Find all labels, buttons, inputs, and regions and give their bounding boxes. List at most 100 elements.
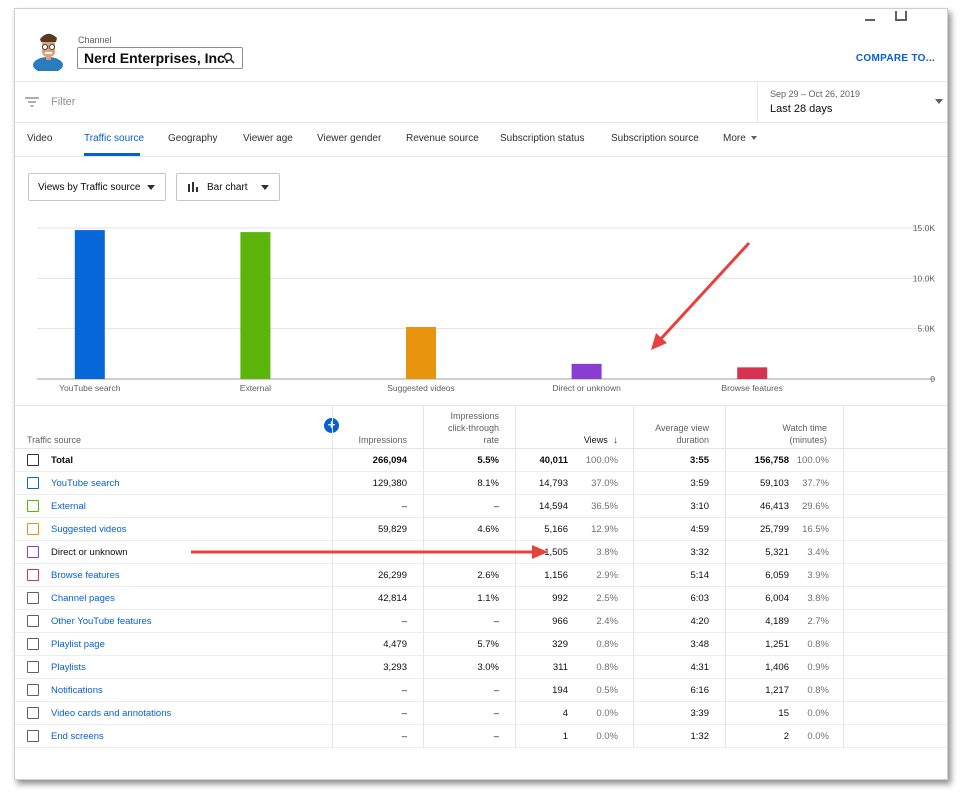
column-divider xyxy=(332,405,333,748)
row-source-name[interactable]: Channel pages xyxy=(51,593,115,604)
row-checkbox[interactable] xyxy=(27,477,39,489)
bar[interactable] xyxy=(240,232,271,379)
row-views: 1 xyxy=(562,731,568,742)
row-avg-view-duration: 1:32 xyxy=(690,731,710,742)
row-views: 5,166 xyxy=(544,524,568,535)
col-watch-time[interactable]: Watch time (minutes) xyxy=(733,422,827,446)
bar[interactable] xyxy=(74,230,105,379)
row-avg-view-duration: 4:31 xyxy=(690,662,710,673)
table-row[interactable]: End screens – – 1 0.0% 1:32 2 0.0% xyxy=(15,725,947,748)
row-impressions: – xyxy=(401,501,407,512)
row-checkbox[interactable] xyxy=(27,569,39,581)
col-views[interactable]: Views ↓ xyxy=(520,434,618,447)
row-checkbox[interactable] xyxy=(27,615,39,627)
x-tick-label: External xyxy=(240,383,271,393)
y-tick-label: 15.0K xyxy=(913,223,936,233)
channel-label: Channel xyxy=(78,35,112,45)
bookmark-icon[interactable] xyxy=(895,11,907,21)
table-header: Traffic source + Impressions Impressions… xyxy=(15,405,947,449)
filter-bar: Filter Sep 29 – Oct 26, 2019 Last 28 day… xyxy=(15,81,947,123)
tab-subscription-status[interactable]: Subscription status xyxy=(500,133,585,144)
row-watch-time: 1,217 xyxy=(765,685,789,696)
row-source-name[interactable]: Suggested videos xyxy=(51,524,127,535)
table-row[interactable]: Playlist page 4,479 5.7% 329 0.8% 3:48 1,251 0.… xyxy=(15,633,947,656)
table-row[interactable]: YouTube search 129,380 8.1% 14,793 37.0% 3:59… xyxy=(15,472,947,495)
table-row[interactable]: Notifications – – 194 0.5% 6:16 1,217 0.8% xyxy=(15,679,947,702)
chart-type-dropdown[interactable]: Bar chart xyxy=(176,173,280,201)
row-watch-pct: 16.5% xyxy=(802,524,829,535)
row-watch-time: 59,103 xyxy=(759,478,789,489)
tab-revenue-source[interactable]: Revenue source xyxy=(406,133,479,144)
channel-selector[interactable]: Nerd Enterprises, Inc. xyxy=(77,47,243,69)
table-row[interactable]: External – – 14,594 36.5% 3:10 46,413 29.6% xyxy=(15,495,947,518)
screenshot-frame: Channel Nerd Enterprises, Inc. COMPARE T… xyxy=(14,8,948,780)
tab-subscription-source[interactable]: Subscription source xyxy=(611,133,699,144)
row-source-name[interactable]: Other YouTube features xyxy=(51,616,152,627)
row-checkbox[interactable] xyxy=(27,523,39,535)
row-impressions: 26,299 xyxy=(377,570,407,581)
col-traffic-source[interactable]: Traffic source xyxy=(27,435,82,445)
row-checkbox[interactable] xyxy=(27,454,39,466)
table-row[interactable]: Browse features 26,299 2.6% 1,156 2.9% 5:14 6,… xyxy=(15,564,947,587)
row-checkbox[interactable] xyxy=(27,592,39,604)
active-tab-indicator xyxy=(84,153,140,156)
table-row[interactable]: Video cards and annotations – – 4 0.0% 3:39 15… xyxy=(15,702,947,725)
row-avg-view-duration: 4:59 xyxy=(690,524,710,535)
row-impressions: 4,479 xyxy=(383,639,407,650)
row-watch-time: 46,413 xyxy=(759,501,789,512)
bar[interactable] xyxy=(571,363,602,379)
row-checkbox[interactable] xyxy=(27,730,39,742)
row-source-name[interactable]: Notifications xyxy=(51,685,103,696)
table-row[interactable]: Channel pages 42,814 1.1% 992 2.5% 6:03 6,004 3… xyxy=(15,587,947,610)
col-ctr[interactable]: Impressions click-through rate xyxy=(425,410,499,446)
row-checkbox[interactable] xyxy=(27,707,39,719)
table-row[interactable]: Direct or unknown – – 1,505 3.8% 3:32 5,321 3.4… xyxy=(15,541,947,564)
row-checkbox[interactable] xyxy=(27,684,39,696)
table-row[interactable]: Suggested videos 59,829 4.6% 5,166 12.9% 4:59… xyxy=(15,518,947,541)
row-checkbox[interactable] xyxy=(27,500,39,512)
table-row-total[interactable]: Total 266,094 5.5% 40,011 100.0% 3:55 156,758 1… xyxy=(15,449,947,472)
col-avd-line1: Average view xyxy=(655,423,709,433)
row-checkbox[interactable] xyxy=(27,546,39,558)
tab-viewer-age[interactable]: Viewer age xyxy=(243,133,293,144)
row-source-name[interactable]: Playlists xyxy=(51,662,86,673)
tab-geography[interactable]: Geography xyxy=(168,133,218,144)
table-row[interactable]: Other YouTube features – – 966 2.4% 4:20 4,189… xyxy=(15,610,947,633)
row-impressions: 129,380 xyxy=(372,478,407,489)
filter-icon[interactable] xyxy=(25,97,39,107)
channel-avatar xyxy=(33,33,63,71)
bar[interactable] xyxy=(737,367,768,379)
row-watch-time: 1,406 xyxy=(765,662,789,673)
compare-to-button[interactable]: COMPARE TO... xyxy=(855,53,935,64)
tab-more[interactable]: More xyxy=(723,133,757,144)
row-watch-pct: 0.8% xyxy=(807,685,829,696)
filter-input[interactable]: Filter xyxy=(51,96,76,108)
add-metric-button[interactable]: + xyxy=(324,418,339,433)
tab-video[interactable]: Video xyxy=(27,133,53,144)
row-checkbox[interactable] xyxy=(27,638,39,650)
row-source-name[interactable]: Playlist page xyxy=(51,639,105,650)
row-views-pct: 37.0% xyxy=(591,478,618,489)
col-avg-view-duration[interactable]: Average view duration xyxy=(635,422,709,446)
row-views: 329 xyxy=(552,639,568,650)
row-checkbox[interactable] xyxy=(27,661,39,673)
row-views: 966 xyxy=(552,616,568,627)
search-icon[interactable] xyxy=(223,52,235,64)
menu-icon[interactable] xyxy=(865,19,875,21)
row-source-name[interactable]: External xyxy=(51,501,86,512)
x-tick-label: Suggested videos xyxy=(387,383,455,393)
row-watch-pct: 3.4% xyxy=(807,547,829,558)
tab-traffic-source[interactable]: Traffic source xyxy=(84,133,145,144)
table-row[interactable]: Playlists 3,293 3.0% 311 0.8% 4:31 1,406 0.9% xyxy=(15,656,947,679)
row-watch-pct: 3.8% xyxy=(807,593,829,604)
tab-viewer-gender[interactable]: Viewer gender xyxy=(317,133,382,144)
traffic-source-bar-chart: 15.0K 10.0K 5.0K 0 YouTube search External Sug… xyxy=(37,223,936,393)
bar[interactable] xyxy=(406,326,436,379)
row-source-name[interactable]: Browse features xyxy=(51,570,120,581)
metric-dropdown[interactable]: Views by Traffic source xyxy=(28,173,166,201)
row-source-name[interactable]: YouTube search xyxy=(51,478,120,489)
date-range-selector[interactable]: Sep 29 – Oct 26, 2019 Last 28 days xyxy=(757,82,947,122)
row-source-name[interactable]: Video cards and annotations xyxy=(51,708,172,719)
row-source-name[interactable]: End screens xyxy=(51,731,104,742)
col-impressions[interactable]: Impressions xyxy=(358,435,407,445)
